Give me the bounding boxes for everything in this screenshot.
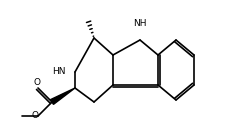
- Text: O: O: [34, 78, 40, 87]
- Polygon shape: [51, 88, 75, 104]
- Text: NH: NH: [133, 19, 147, 28]
- Text: HN: HN: [52, 67, 66, 76]
- Text: O: O: [32, 111, 39, 121]
